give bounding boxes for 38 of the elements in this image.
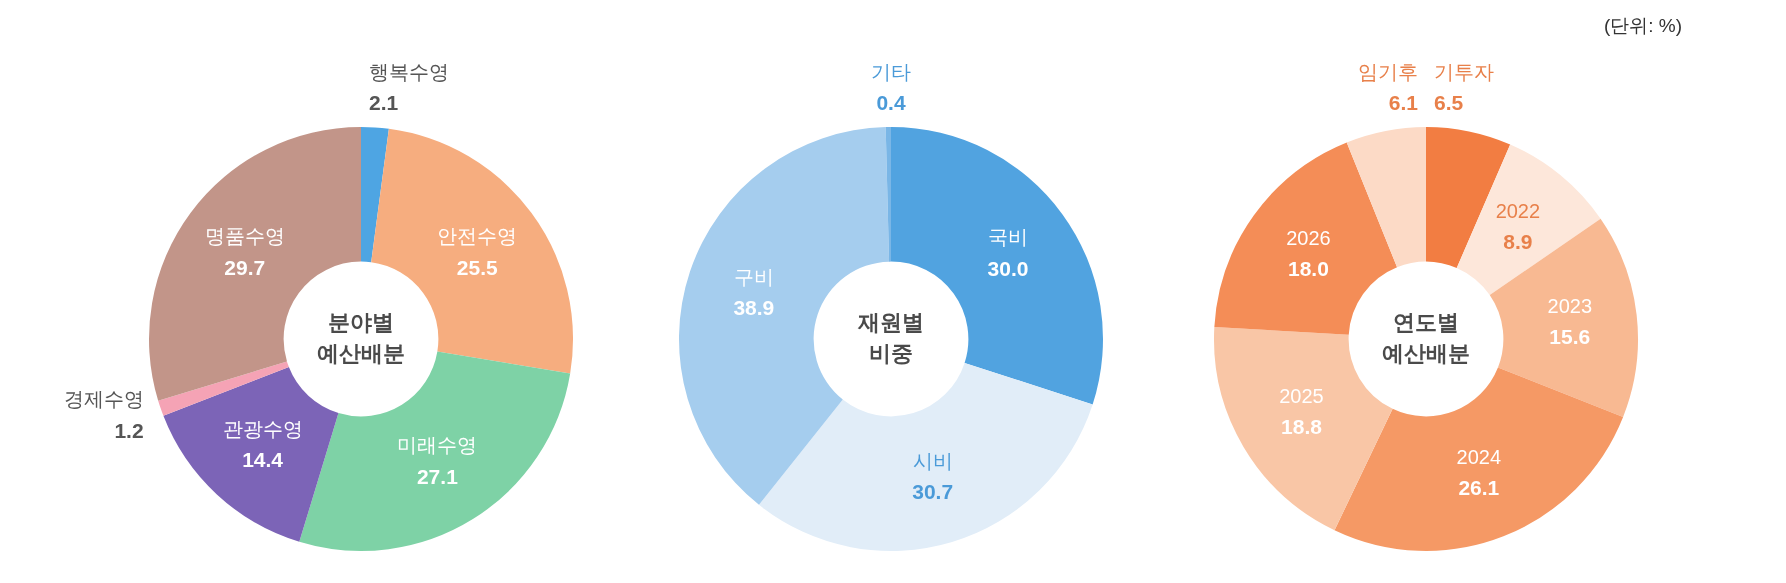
data-label: 14.4 xyxy=(242,447,284,471)
data-label: 15.6 xyxy=(1549,325,1591,349)
slice-label: 2024 xyxy=(1456,446,1502,469)
data-label: 6.5 xyxy=(1434,90,1464,114)
data-label: 6.1 xyxy=(1388,90,1419,114)
data-label: 30.0 xyxy=(987,256,1029,280)
data-label: 25.5 xyxy=(456,255,499,279)
slice-label: 관광수영 xyxy=(222,417,303,440)
data-label: 27.1 xyxy=(416,464,459,488)
data-label: 0.4 xyxy=(876,90,906,114)
data-label: 38.9 xyxy=(733,295,775,319)
data-label: 2.1 xyxy=(369,90,399,114)
text: 재원별 비중 xyxy=(857,309,924,366)
data-label: 18.0 xyxy=(1287,257,1329,281)
slice-label: 구비 xyxy=(733,265,774,288)
data-label: 1.2 xyxy=(114,419,144,443)
slice-label: 행복수영 xyxy=(369,60,449,83)
text: 연도별 예산배분 xyxy=(1382,309,1470,366)
slice-label: 2023 xyxy=(1547,295,1593,318)
text: 분야별 예산배분 xyxy=(317,309,405,366)
slice-label: 2026 xyxy=(1286,227,1331,250)
text: (단위: %) xyxy=(1603,15,1682,37)
slice-label: 미래수영 xyxy=(397,434,478,457)
slice-label: 2025 xyxy=(1279,385,1324,408)
slice-label: 국비 xyxy=(988,226,1029,249)
slice-label: 명품수영 xyxy=(204,225,285,248)
data-label: 26.1 xyxy=(1458,476,1500,500)
slice-label: 안전수영 xyxy=(437,225,518,248)
slice-label: 2022 xyxy=(1495,199,1541,222)
data-label: 18.8 xyxy=(1281,415,1323,439)
data-label: 30.7 xyxy=(912,480,954,504)
data-label: 8.9 xyxy=(1503,230,1533,254)
slice-label: 경제수영 xyxy=(63,387,144,410)
slice-label: 기투자 xyxy=(1434,60,1494,83)
slice-label: 임기후 xyxy=(1358,60,1418,83)
slice-label: 기타 xyxy=(871,60,911,83)
slice-label: 시비 xyxy=(912,450,953,473)
data-label: 29.7 xyxy=(224,255,266,279)
